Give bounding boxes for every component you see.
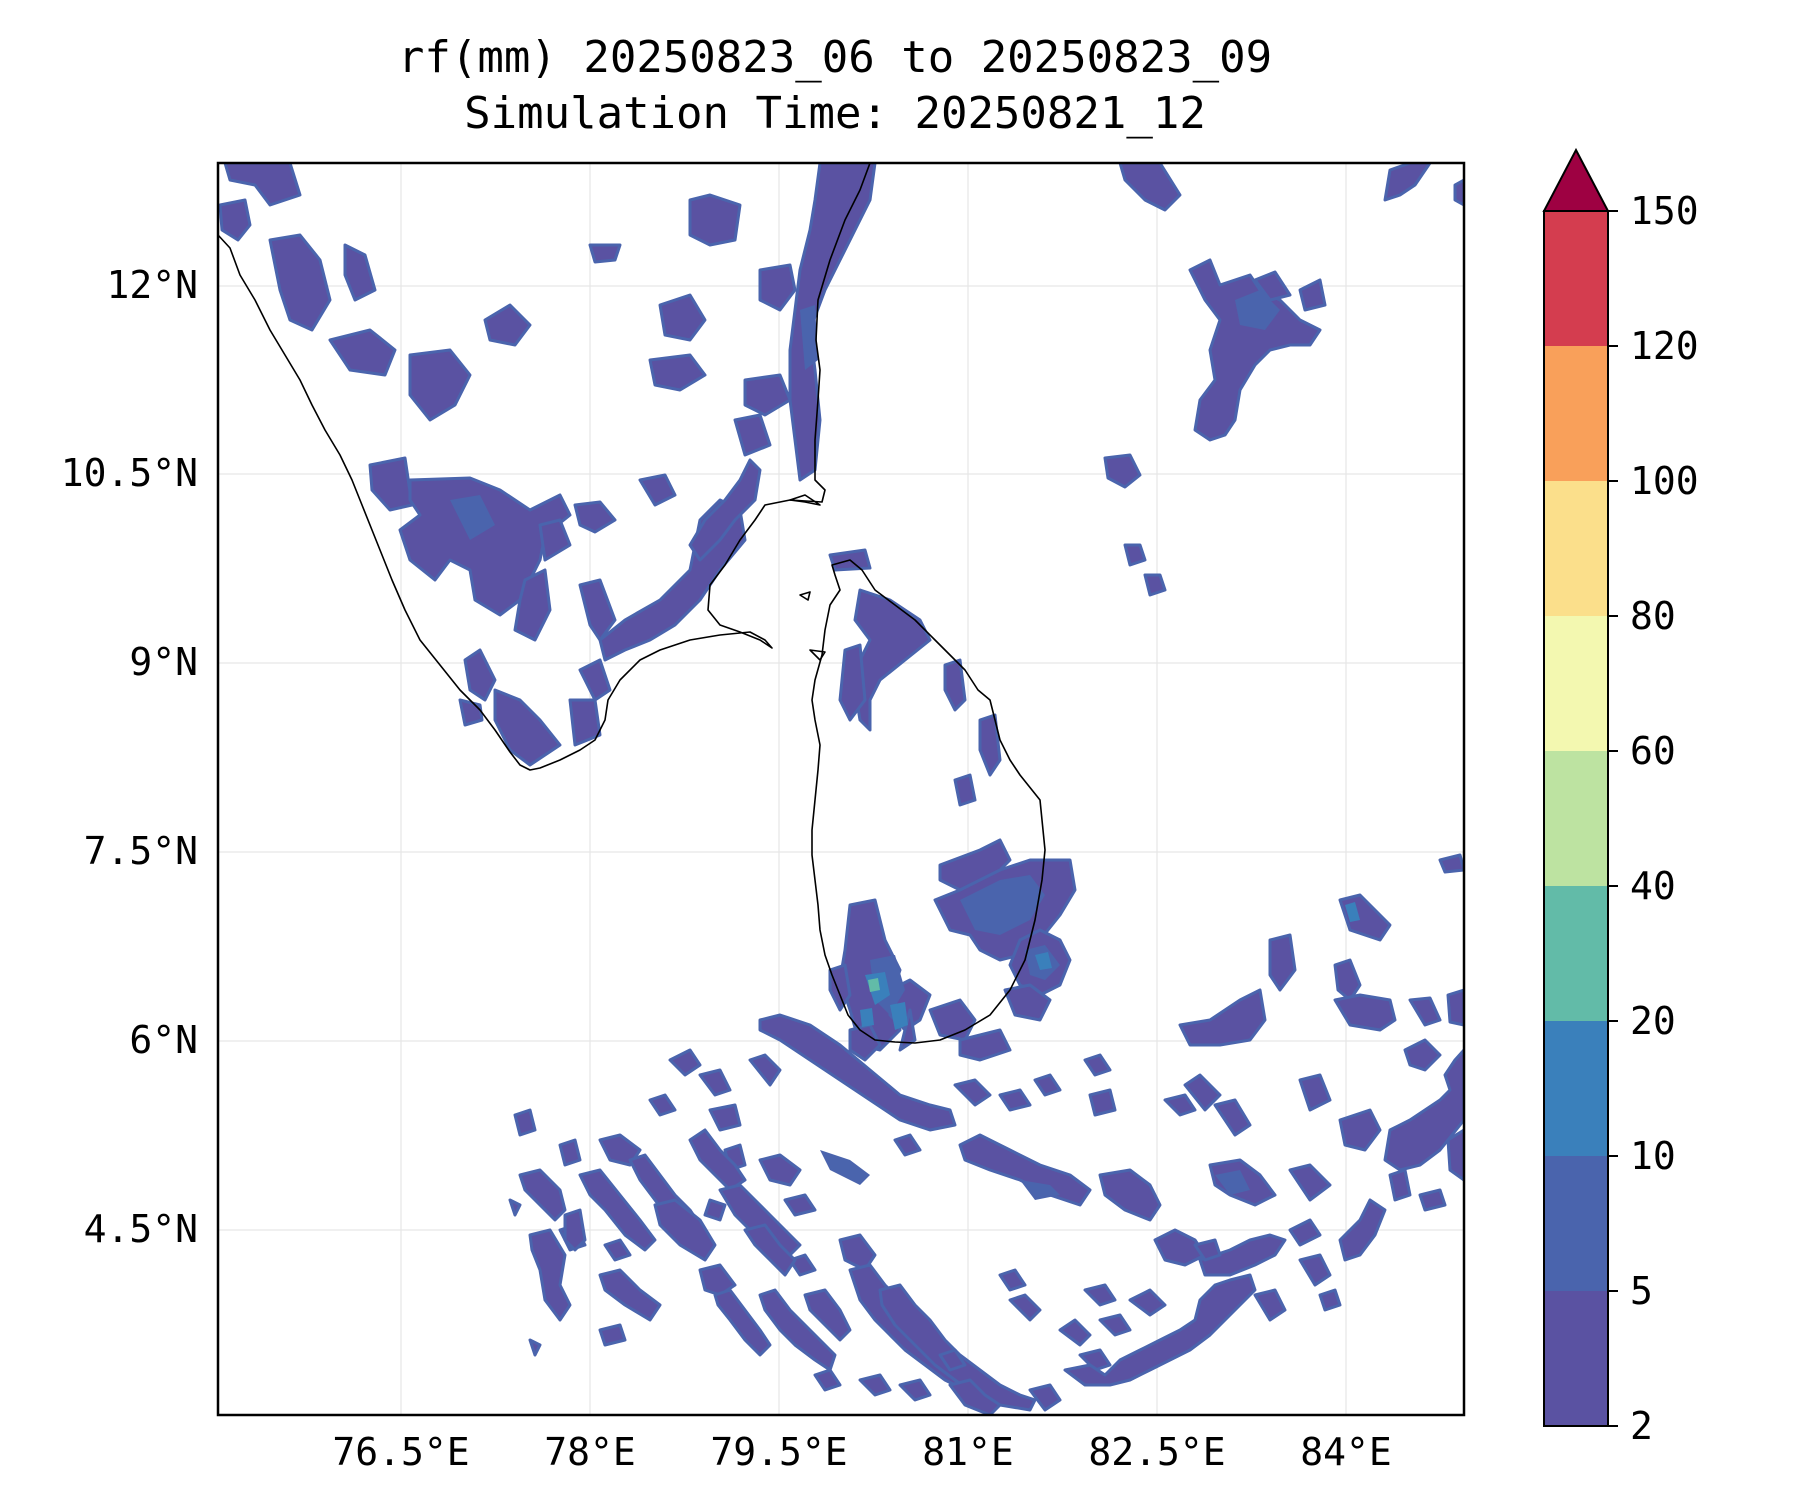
- x-tick-label: 79.5°E: [710, 1430, 847, 1474]
- map-frame: [216, 161, 1466, 1417]
- y-tick-label: 6°N: [129, 1018, 198, 1062]
- title-line-2: Simulation Time: 20250821_12: [464, 88, 1206, 139]
- y-tick-label: 9°N: [129, 640, 198, 684]
- x-tick-label: 76.5°E: [332, 1430, 469, 1474]
- colorbar-extend-arrow: [1542, 147, 1610, 212]
- colorbar-frame: [1543, 210, 1609, 1427]
- x-tick-label: 82.5°E: [1088, 1430, 1225, 1474]
- colorbar-label: 80: [1630, 594, 1676, 638]
- colorbar-label: 20: [1630, 999, 1676, 1043]
- colorbar-band-20-40: [1544, 886, 1608, 1021]
- x-tick-label: 78°E: [544, 1430, 636, 1474]
- colorbar-band-80-100: [1544, 481, 1608, 616]
- rainfall-core-20-40: [868, 978, 880, 992]
- rainfall-contours: [218, 163, 1464, 1415]
- y-axis: 12°N 10.5°N 9°N 7.5°N 6°N 4.5°N: [61, 263, 198, 1251]
- coastline: [218, 163, 1046, 1044]
- colorbar-label: 60: [1630, 729, 1676, 773]
- y-tick-label: 10.5°N: [61, 451, 198, 495]
- title-line-1: rf(mm) 20250823_06 to 20250823_09: [397, 32, 1273, 83]
- colorbar-band-120-150: [1544, 211, 1608, 346]
- colorbar-label: 10: [1630, 1134, 1676, 1178]
- colorbar: 2 5 10 20 40 60 80 100 120 150: [1542, 147, 1699, 1448]
- x-tick-label: 81°E: [922, 1430, 1014, 1474]
- colorbar-band-2-5: [1544, 1291, 1608, 1426]
- x-tick-label: 84°E: [1300, 1430, 1392, 1474]
- colorbar-band-40-60: [1544, 751, 1608, 886]
- colorbar-band-5-10: [1544, 1156, 1608, 1291]
- x-axis: 76.5°E 78°E 79.5°E 81°E 82.5°E 84°E: [332, 1430, 1391, 1474]
- colorbar-label: 120: [1630, 324, 1699, 368]
- colorbar-label: 2: [1630, 1404, 1653, 1448]
- y-tick-label: 7.5°N: [84, 829, 198, 873]
- y-tick-label: 4.5°N: [84, 1207, 198, 1251]
- map-title: rf(mm) 20250823_06 to 20250823_09 Simula…: [0, 30, 1670, 142]
- gridlines: [218, 163, 1464, 1415]
- colorbar-label: 100: [1630, 459, 1699, 503]
- colorbar-band-100-120: [1544, 346, 1608, 481]
- colorbar-label: 5: [1630, 1269, 1653, 1313]
- colorbar-band-60-80: [1544, 616, 1608, 751]
- map-area: [218, 163, 1464, 1415]
- colorbar-label: 40: [1630, 864, 1676, 908]
- colorbar-band-10-20: [1544, 1021, 1608, 1156]
- colorbar-label: 150: [1630, 189, 1699, 233]
- y-tick-label: 12°N: [106, 263, 198, 307]
